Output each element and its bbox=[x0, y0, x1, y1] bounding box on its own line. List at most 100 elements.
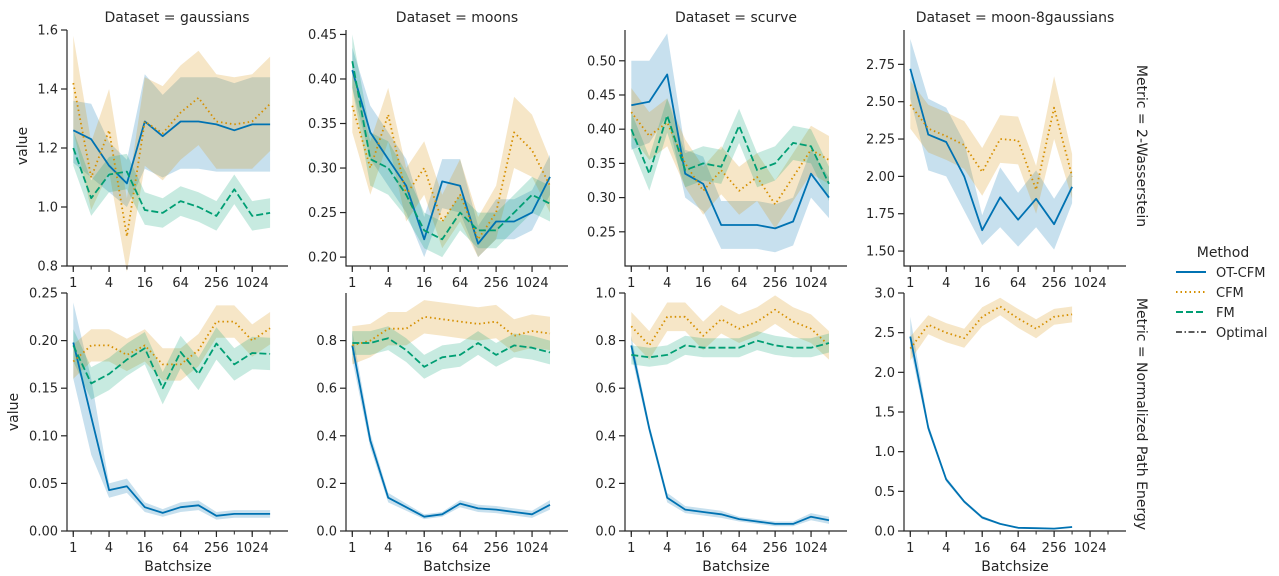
panel-0-2: 0.25 0.30 0.35 0.40 0.45 0.50 1 4 16 64 256 1024 bbox=[587, 30, 847, 291]
panel-0-3: 1.50 1.75 2.00 2.25 2.50 2.75 1 4 16 64 256 1024 bbox=[866, 30, 1126, 291]
y-tick-label: 0.50 bbox=[587, 54, 616, 69]
y-tick-label: 0.8 bbox=[37, 260, 58, 275]
x-tick-label: 256 bbox=[1042, 276, 1067, 291]
x-tick-label: 64 bbox=[452, 541, 469, 556]
x-tick-label: 1 bbox=[69, 541, 77, 556]
y-tick-label: 2.00 bbox=[866, 170, 895, 185]
y-tick-label: 0.2 bbox=[595, 477, 616, 492]
y-tick-label: 0.8 bbox=[316, 334, 337, 349]
y-axis-label-bottom: value bbox=[6, 393, 22, 431]
y-tick-label: 2.50 bbox=[866, 95, 895, 110]
y-tick-label: 1.4 bbox=[37, 83, 58, 98]
band-cfm bbox=[352, 70, 550, 258]
row-title-wasserstein: Metric = 2-Wasserstein bbox=[1133, 65, 1149, 227]
x-tick-label: 4 bbox=[105, 276, 113, 291]
y-tick-label: 1.2 bbox=[37, 142, 58, 157]
band-ot-cfm bbox=[352, 47, 550, 258]
y-tick-label: 1.5 bbox=[874, 406, 895, 421]
column-titles: Dataset = gaussians Dataset = moons Data… bbox=[104, 10, 1114, 26]
line-fm bbox=[630, 114, 830, 185]
x-tick-label: 4 bbox=[105, 541, 113, 556]
y-tick-label: 0.6 bbox=[595, 382, 616, 397]
x-tick-label: 1 bbox=[627, 541, 635, 556]
band-ot-cfm bbox=[631, 33, 829, 253]
x-tick-label: 4 bbox=[942, 541, 950, 556]
band-fm bbox=[631, 98, 829, 201]
x-tick-label: 256 bbox=[484, 276, 509, 291]
x-tick-label: 1 bbox=[348, 276, 356, 291]
y-tick-label: 1.0 bbox=[595, 287, 616, 302]
y-tick-label: 0.05 bbox=[29, 477, 58, 492]
x-tick-label: 1 bbox=[906, 276, 914, 291]
x-axis-label-col0: Batchsize bbox=[144, 559, 211, 575]
line-cfm bbox=[72, 82, 271, 238]
x-tick-label: 256 bbox=[763, 541, 788, 556]
y-tick-label: 0.0 bbox=[316, 525, 337, 540]
y-tick-label: 0.20 bbox=[308, 251, 337, 266]
y-tick-label: 0.45 bbox=[308, 28, 337, 43]
line-fm bbox=[631, 339, 830, 359]
y-tick-label: 0.25 bbox=[587, 225, 616, 240]
y-tick-label: 1.6 bbox=[37, 24, 58, 39]
line-cfm bbox=[630, 111, 830, 206]
y-tick-label: 0.25 bbox=[308, 206, 337, 221]
x-axis-labels: Batchsize Batchsize Batchsize Batchsize bbox=[144, 559, 1048, 575]
line-ot-cfm bbox=[72, 342, 271, 517]
x-tick-label: 64 bbox=[1010, 276, 1027, 291]
y-axis-labels: value value bbox=[6, 127, 31, 431]
line-cfm bbox=[352, 315, 551, 347]
band-fm bbox=[631, 331, 829, 367]
legend-title: Method bbox=[1197, 245, 1250, 261]
y-tick-label: 0.15 bbox=[29, 382, 58, 397]
x-tick-label: 1024 bbox=[795, 541, 828, 556]
band-ot-cfm bbox=[910, 316, 1073, 529]
x-tick-label: 16 bbox=[974, 276, 991, 291]
legend: Method OT-CFM CFM FM Optimal bbox=[1176, 245, 1267, 341]
legend-item-cfm: CFM bbox=[1176, 286, 1244, 301]
x-tick-label: 4 bbox=[384, 276, 392, 291]
y-tick-label: 0.4 bbox=[316, 429, 337, 444]
y-tick-label: 2.5 bbox=[874, 326, 895, 341]
legend-label-cfm: CFM bbox=[1216, 286, 1244, 301]
y-tick-label: 0.4 bbox=[595, 429, 616, 444]
col-title-moon-8gaussians: Dataset = moon-8gaussians bbox=[916, 10, 1115, 26]
line-ot-cfm bbox=[72, 120, 271, 185]
line-cfm bbox=[351, 105, 551, 241]
y-tick-label: 0.20 bbox=[29, 334, 58, 349]
line-ot-cfm bbox=[630, 345, 830, 525]
y-tick-label: 1.50 bbox=[866, 245, 895, 260]
x-tick-label: 1 bbox=[906, 541, 914, 556]
line-ot-cfm bbox=[631, 73, 830, 230]
y-tick-label: 0.45 bbox=[587, 88, 616, 103]
x-tick-label: 1024 bbox=[236, 541, 269, 556]
x-tick-label: 1024 bbox=[516, 541, 549, 556]
x-tick-label: 1024 bbox=[516, 276, 549, 291]
x-axis-label-col1: Batchsize bbox=[423, 559, 490, 575]
x-tick-label: 16 bbox=[974, 541, 991, 556]
line-fm bbox=[351, 61, 551, 241]
x-tick-label: 16 bbox=[695, 276, 712, 291]
band-fm bbox=[73, 130, 271, 231]
x-tick-label: 1 bbox=[348, 541, 356, 556]
y-tick-label: 0.30 bbox=[308, 162, 337, 177]
x-tick-label: 1024 bbox=[1074, 276, 1107, 291]
x-tick-label: 4 bbox=[384, 541, 392, 556]
x-tick-label: 64 bbox=[172, 541, 189, 556]
legend-item-fm: FM bbox=[1176, 306, 1235, 321]
line-cfm bbox=[630, 308, 830, 347]
x-tick-label: 256 bbox=[204, 541, 229, 556]
y-tick-label: 1.0 bbox=[37, 201, 58, 216]
band-fm bbox=[73, 327, 271, 405]
panel-0-1: 0.20 0.25 0.30 0.35 0.40 0.45 1 4 16 64 256 1024 bbox=[308, 28, 568, 291]
row-titles: Metric = 2-Wasserstein Metric = Normaliz… bbox=[1133, 65, 1149, 530]
band-ot-cfm bbox=[73, 74, 271, 207]
band-fm bbox=[352, 34, 550, 258]
band-cfm bbox=[910, 297, 1073, 361]
line-fm bbox=[352, 337, 551, 368]
legend-item-optimal: Optimal bbox=[1176, 326, 1267, 341]
panel-1-0: 0.00 0.05 0.10 0.15 0.20 0.25 1 4 16 64 256 1024 bbox=[29, 287, 288, 556]
y-tick-label: 0.35 bbox=[308, 117, 337, 132]
x-tick-label: 16 bbox=[416, 276, 433, 291]
line-ot-cfm bbox=[351, 69, 551, 245]
